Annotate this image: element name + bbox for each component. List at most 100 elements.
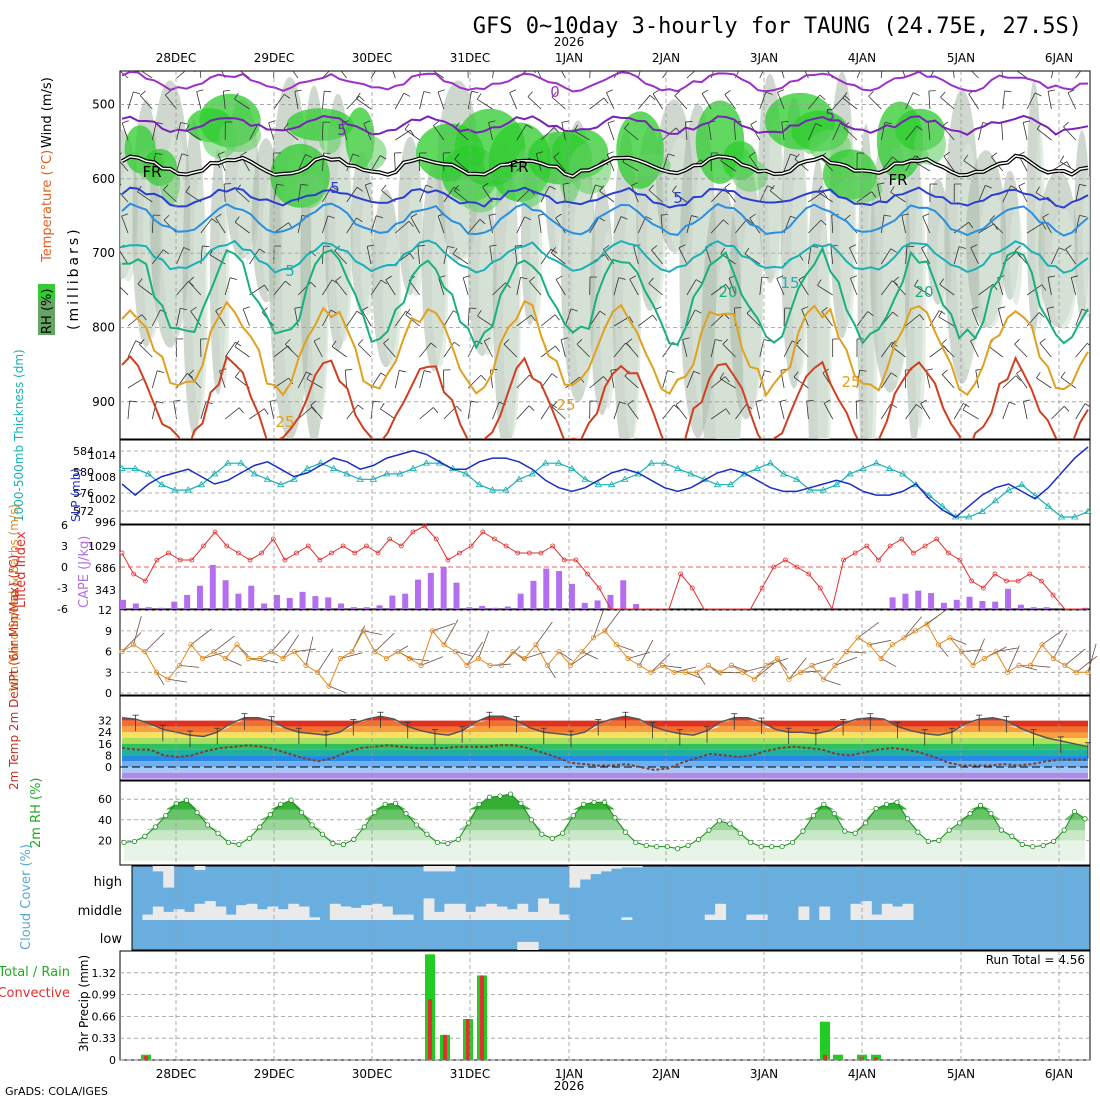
li-marker: [142, 578, 148, 584]
rh-marker: [789, 839, 796, 846]
wind-barb-flag: [306, 372, 311, 380]
wind-barb: [905, 404, 917, 420]
wind-barb-flag: [1036, 371, 1041, 379]
wind-barb: [196, 91, 202, 110]
surface-wind-barb: [121, 632, 142, 652]
wind-barb: [1016, 71, 1028, 79]
wind-barb-flag: [1012, 62, 1016, 68]
wind-barb: [383, 343, 396, 358]
wind-barb: [880, 280, 893, 296]
surface-wind-barb: [1018, 665, 1038, 671]
wind-barb-flag: [844, 214, 851, 220]
wind-barb-flag: [985, 184, 992, 189]
wind-barb: [781, 71, 785, 79]
surface-wind-barb: [593, 610, 604, 638]
wind-barb: [139, 344, 153, 358]
rh-band-light: [1009, 205, 1023, 306]
rh-marker: [591, 799, 597, 805]
wind-barb-flag: [155, 152, 163, 155]
wind-barb: [553, 156, 566, 172]
surface-wind-barb: [765, 658, 789, 666]
wind-barb: [516, 216, 526, 234]
rh-marker: [476, 801, 482, 807]
cape-bar: [209, 564, 216, 609]
cloud-cell: [819, 906, 831, 920]
wind-barb: [914, 161, 931, 172]
date-label-top: 6JAN: [1045, 51, 1073, 65]
rh-band-light: [572, 172, 596, 390]
wind-barb-flag: [405, 310, 412, 316]
li-tick-label: 6: [61, 519, 68, 532]
temp-band: [122, 743, 1088, 750]
cloud-cell: [215, 906, 227, 920]
precip-total-bar: [820, 1021, 830, 1060]
wind-barb: [817, 285, 833, 296]
wind-barb: [877, 184, 882, 203]
cloud-cell: [184, 911, 195, 920]
wind-barb: [137, 283, 153, 296]
li-marker: [189, 557, 195, 563]
wind-barb-flag: [310, 281, 317, 288]
surface-wind-barb: [1053, 632, 1068, 659]
wind-speed-marker: [786, 676, 792, 682]
wind-barb-flag: [750, 120, 757, 125]
wind-barb: [1060, 161, 1076, 172]
wind-barb-flag: [941, 369, 948, 375]
wind-barb: [346, 404, 359, 420]
wind-barb: [477, 99, 493, 110]
wind-barb-flag: [970, 244, 978, 249]
wind-barb: [419, 91, 425, 110]
wind-barb: [710, 313, 725, 327]
wind-barb: [120, 161, 129, 172]
contour-label: 5: [825, 106, 835, 124]
wind-barb-flag: [724, 90, 731, 95]
li-marker: [305, 543, 311, 549]
li-marker: [247, 557, 253, 563]
wind-barb-flag: [515, 245, 523, 247]
wind-barb-flag: [603, 376, 609, 383]
date-label-top: 4JAN: [848, 51, 876, 65]
wind-barb: [322, 91, 325, 110]
surface-wind-barb: [328, 685, 346, 694]
rh-band-light: [478, 217, 498, 356]
wind-tick-label: 6: [105, 646, 112, 659]
wind-barb-flag: [883, 60, 890, 61]
rh-marker: [434, 839, 440, 846]
cloud-cell: [579, 866, 591, 880]
li-marker: [1050, 592, 1056, 598]
wind-barb-flag: [335, 60, 340, 64]
rh-marker: [121, 839, 127, 846]
li-tick-label: 3: [61, 540, 68, 553]
precip-conv-bar: [480, 975, 484, 1060]
wind-barb-flag: [555, 213, 562, 219]
wind-barb-flag: [129, 400, 137, 403]
thickness-marker: [554, 459, 563, 466]
wind-barb-flag: [284, 339, 291, 345]
wind-barb: [190, 310, 202, 327]
cloud-cell: [475, 906, 487, 920]
wind-barb-flag: [218, 151, 225, 155]
wind-barb: [633, 246, 639, 265]
wind-barb-flag: [1066, 161, 1071, 168]
li-marker: [980, 585, 986, 591]
cloud-cell: [340, 906, 352, 920]
cloud-cell: [246, 903, 258, 920]
wind-barb: [941, 343, 955, 358]
cape-bar: [1017, 604, 1024, 609]
surface-wind-barb: [340, 652, 363, 659]
wind-barb: [1001, 71, 1004, 79]
surface-wind-barb: [317, 648, 334, 673]
wind-barb-flag: [188, 369, 195, 376]
wind-speed-marker: [475, 655, 482, 662]
wind-barb-flag: [627, 400, 634, 405]
li-marker: [259, 550, 265, 556]
precip-conv-bar: [823, 1054, 827, 1060]
wind-barb-flag: [140, 90, 146, 96]
wind-barb-flag: [725, 284, 731, 291]
rh-marker: [382, 801, 388, 807]
wind-barb: [1070, 277, 1077, 296]
precip-conv-bar: [428, 999, 432, 1060]
pressure-tick-label: 800: [92, 320, 115, 334]
cloud-cell: [433, 911, 445, 920]
rh-fill: [124, 794, 1085, 810]
